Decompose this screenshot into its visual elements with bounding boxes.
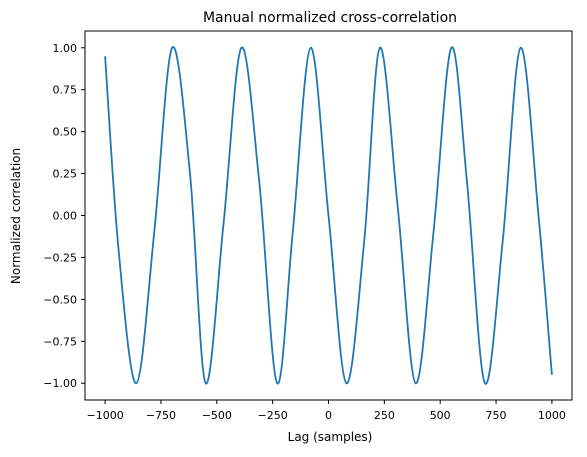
x-tick-label: −250 [258, 409, 288, 422]
y-axis-label: Normalized correlation [9, 148, 23, 284]
x-axis-label: Lag (samples) [288, 430, 373, 444]
y-tick-label: 0.50 [53, 126, 78, 139]
plot-area [104, 46, 553, 385]
x-tick-label: 1000 [538, 409, 566, 422]
y-tick-label: −0.50 [43, 293, 77, 306]
x-tick-label: 250 [374, 409, 395, 422]
x-tick-label: 750 [486, 409, 507, 422]
y-tick-label: 0.75 [53, 84, 78, 97]
series-line [104, 46, 553, 385]
x-tick-label: 0 [325, 409, 332, 422]
plot-frame [84, 30, 573, 401]
x-tick-label: −1000 [86, 409, 123, 422]
y-tick-label: −1.00 [43, 377, 77, 390]
x-tick-label: −500 [202, 409, 232, 422]
x-axis-ticks: −1000 −750 −500 −250 0 250 500 750 1000 [86, 400, 566, 422]
chart-title: Manual normalized cross-correlation [203, 10, 457, 26]
y-axis-ticks: 1.00 0.75 0.50 0.25 0.00 −0.25 −0.50 −0.75 −1.00 [43, 42, 85, 390]
y-tick-label: 0.00 [53, 210, 78, 223]
y-tick-label: 0.25 [53, 168, 78, 181]
y-tick-label: −0.25 [43, 251, 77, 264]
y-tick-label: −0.75 [43, 335, 77, 348]
x-tick-label: 500 [430, 409, 451, 422]
x-tick-label: −750 [146, 409, 176, 422]
y-tick-label: 1.00 [53, 42, 78, 55]
